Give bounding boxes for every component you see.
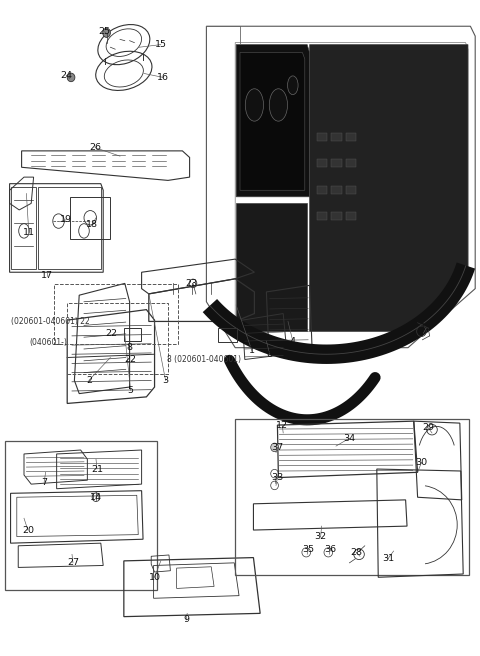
Text: 28: 28 — [350, 548, 362, 557]
Text: 19: 19 — [60, 215, 72, 224]
Text: 17: 17 — [41, 271, 53, 280]
Polygon shape — [240, 52, 305, 190]
Ellipse shape — [271, 443, 278, 452]
Ellipse shape — [245, 89, 264, 121]
Bar — [317, 186, 327, 194]
Ellipse shape — [288, 76, 298, 94]
Bar — [67, 303, 168, 374]
Bar — [317, 133, 327, 141]
Text: 18: 18 — [86, 220, 98, 229]
Text: 13: 13 — [420, 323, 432, 333]
Text: 12: 12 — [276, 420, 288, 430]
Text: 8: 8 — [127, 343, 132, 352]
Text: 7: 7 — [41, 478, 47, 487]
Text: 20: 20 — [22, 525, 34, 535]
Bar — [124, 328, 141, 341]
Polygon shape — [236, 203, 307, 331]
Text: 10: 10 — [149, 573, 160, 582]
Bar — [346, 133, 356, 141]
Text: 9: 9 — [183, 615, 189, 625]
Ellipse shape — [67, 73, 75, 82]
Text: 36: 36 — [324, 545, 336, 554]
Text: 1: 1 — [249, 346, 255, 356]
Text: 2: 2 — [86, 376, 92, 385]
Text: 27: 27 — [67, 558, 79, 567]
Text: 8 (020601-040601): 8 (020601-040601) — [167, 355, 241, 364]
Text: 33: 33 — [271, 473, 284, 482]
Text: 22: 22 — [106, 329, 117, 338]
Text: 25: 25 — [99, 27, 110, 36]
Bar — [331, 133, 342, 141]
Bar — [317, 159, 327, 167]
Text: 22: 22 — [125, 355, 136, 364]
Bar — [5, 441, 157, 590]
Text: 31: 31 — [382, 554, 394, 564]
Text: 32: 32 — [314, 532, 327, 541]
Text: 35: 35 — [302, 545, 314, 554]
Text: 21: 21 — [91, 464, 103, 474]
Ellipse shape — [269, 89, 288, 121]
Text: 23: 23 — [185, 279, 197, 288]
Text: 11: 11 — [23, 228, 35, 237]
Text: 30: 30 — [415, 458, 428, 467]
Text: 29: 29 — [422, 423, 434, 432]
Text: (020601-040601) 22: (020601-040601) 22 — [11, 317, 89, 326]
Text: 3: 3 — [163, 376, 168, 385]
Bar — [331, 186, 342, 194]
Ellipse shape — [103, 28, 110, 37]
Text: 6: 6 — [267, 350, 273, 359]
Bar — [331, 159, 342, 167]
Text: 8: 8 — [228, 359, 233, 369]
Text: 24: 24 — [60, 71, 72, 80]
Text: 34: 34 — [343, 434, 356, 443]
Bar — [317, 212, 327, 220]
Bar — [218, 328, 237, 342]
Text: 37: 37 — [271, 443, 284, 452]
Text: 14: 14 — [90, 493, 102, 502]
Text: 26: 26 — [89, 143, 101, 152]
Bar — [346, 212, 356, 220]
Polygon shape — [236, 45, 310, 197]
Bar — [235, 419, 469, 575]
Text: 5: 5 — [128, 386, 133, 395]
Text: 15: 15 — [155, 40, 167, 49]
Polygon shape — [310, 45, 468, 331]
Bar — [346, 159, 356, 167]
Text: (040601-): (040601-) — [30, 338, 68, 347]
Text: 16: 16 — [157, 73, 169, 82]
Bar — [54, 284, 178, 344]
Bar — [346, 186, 356, 194]
Text: 4: 4 — [290, 337, 296, 346]
Bar — [331, 212, 342, 220]
